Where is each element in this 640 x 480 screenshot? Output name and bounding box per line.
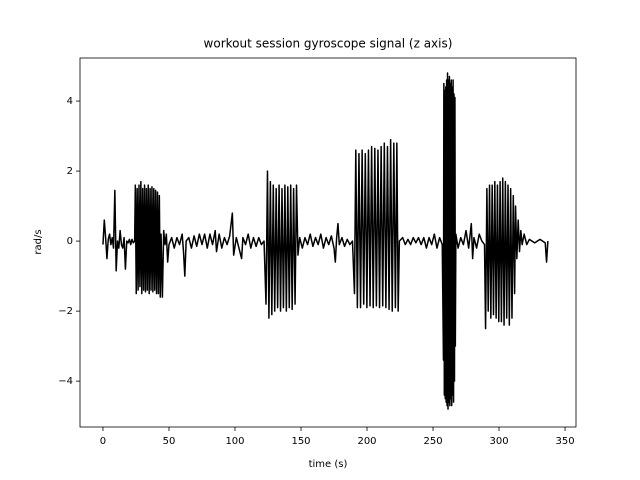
x-tick-label: 100 [225,436,244,447]
x-axis-label: time (s) [309,459,348,470]
y-tick-label: −4 [58,376,73,387]
x-tick-label: 250 [423,436,442,447]
x-tick-label: 350 [555,436,574,447]
y-tick-label: 2 [67,166,73,177]
x-tick-label: 50 [163,436,176,447]
signal-line [102,72,549,410]
y-tick-label: 4 [67,96,73,107]
y-tick-label: −2 [58,306,73,317]
y-tick-label: 0 [67,236,73,247]
chart-title: workout session gyroscope signal (z axis… [204,37,453,51]
x-tick-label: 200 [357,436,376,447]
x-tick-label: 0 [100,436,106,447]
x-tick-label: 300 [489,436,508,447]
plot-frame [79,57,577,428]
y-axis-label: rad/s [33,229,44,254]
x-tick-label: 150 [291,436,310,447]
